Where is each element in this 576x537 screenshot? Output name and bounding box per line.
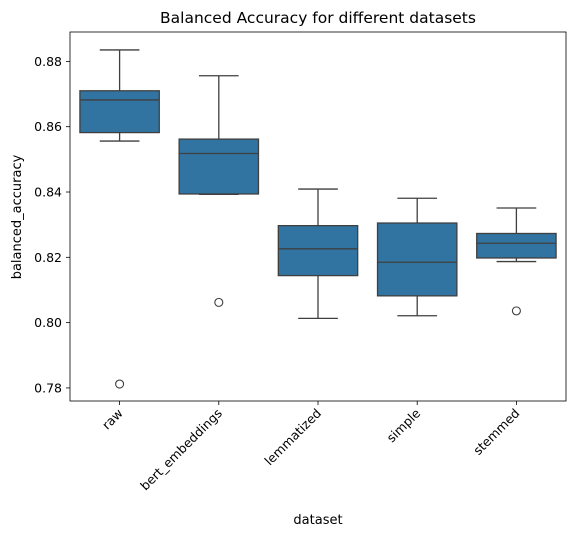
x-tick-label: bert_embeddings xyxy=(137,406,225,494)
plot-area xyxy=(79,49,557,389)
outlier-point xyxy=(115,379,125,389)
x-axis-label: dataset xyxy=(293,513,342,528)
box xyxy=(178,138,260,195)
chart-title: Balanced Accuracy for different datasets xyxy=(160,9,476,27)
box-group xyxy=(376,197,458,317)
box-group xyxy=(476,207,557,316)
outlier-point xyxy=(214,297,224,307)
x-tick-label: simple xyxy=(384,405,424,445)
box-group xyxy=(178,75,260,307)
x-tick-label: lemmatized xyxy=(261,406,324,469)
box xyxy=(277,224,359,277)
y-axis-label: balanced_accuracy xyxy=(10,154,25,279)
box-group xyxy=(277,188,359,320)
y-tick-label: 0.78 xyxy=(34,380,62,395)
x-axis: raw bert_embeddings lemmatized simple stemme… xyxy=(99,401,523,493)
box-group xyxy=(79,49,160,389)
y-tick-label: 0.84 xyxy=(34,185,62,200)
outlier-point xyxy=(511,306,521,316)
box xyxy=(79,90,160,134)
x-tick-label: raw xyxy=(99,406,126,433)
box xyxy=(476,232,557,259)
y-tick-label: 0.80 xyxy=(34,315,62,330)
y-axis: 0.78 0.80 0.82 0.84 0.86 0.88 xyxy=(34,54,70,395)
y-tick-label: 0.86 xyxy=(34,119,62,134)
box xyxy=(376,222,458,297)
x-tick-label: stemmed xyxy=(470,406,522,458)
y-tick-label: 0.88 xyxy=(34,54,62,69)
y-tick-label: 0.82 xyxy=(34,250,62,265)
